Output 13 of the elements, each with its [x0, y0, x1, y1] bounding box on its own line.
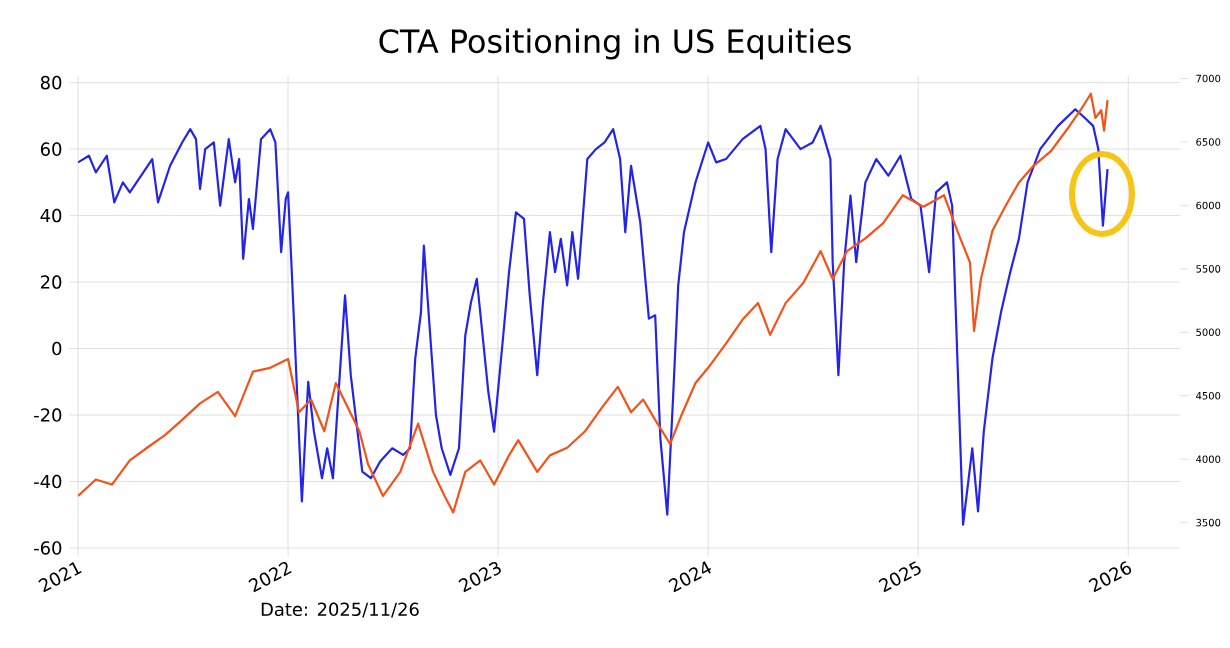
y-tick-label: 40 [40, 208, 62, 223]
y-tick-label: -60 [34, 541, 62, 555]
y-tick-label: -40 [34, 474, 62, 489]
x-tick-label: 2022 [248, 562, 292, 593]
y-tick-label: 20 [40, 275, 62, 289]
y-tick-label: 0 [52, 341, 62, 356]
text: Date: 2025/11/26 [261, 602, 419, 618]
y-tick-label: 80 [40, 75, 62, 90]
y-tick-label: -20 [34, 408, 62, 422]
x-tick-label: 2023 [458, 561, 501, 593]
y-tick-label: 60 [40, 142, 62, 156]
chart-title: CTA Positioning in US Equities [379, 28, 851, 60]
x-tick-label: 2021 [38, 562, 82, 593]
